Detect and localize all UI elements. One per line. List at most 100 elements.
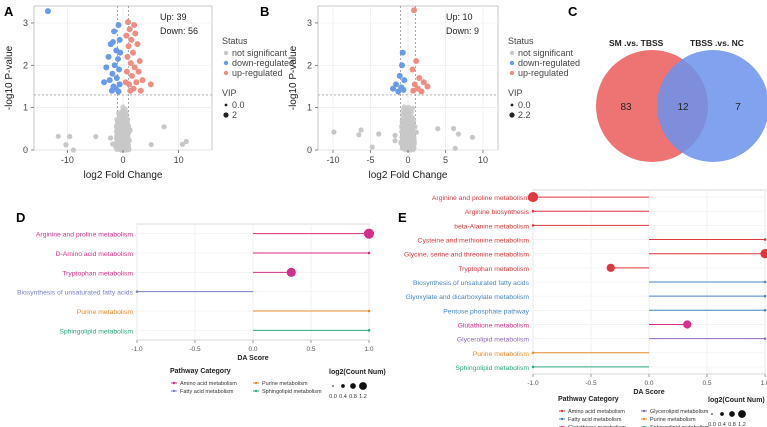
lollipop-e-row-label: Pentose phosphate pathway — [443, 308, 529, 315]
lollipop-e-group: Arginine and proline metabolism Arginine … — [404, 189, 767, 427]
volcano-b-xlabel: log2 Fold Change — [369, 170, 448, 181]
lollipop-d-legend-label: Fatty acid metabolism — [180, 389, 234, 395]
volcano-a-xtick-label: 10 — [174, 155, 184, 165]
volcano-a-point-up — [137, 87, 144, 94]
lollipop-e-legend-label: Sphingolipid metabolism — [650, 425, 710, 427]
volcano-b-xtick-label: 5 — [443, 155, 448, 165]
venn-both-count: 12 — [677, 102, 689, 113]
lollipop-e-legend-key-dot — [560, 417, 564, 421]
volcano-b-legend-status-label: not significant — [518, 48, 574, 58]
volcano-a-ytick-label: 0 — [23, 145, 28, 155]
volcano-b-point-ns — [376, 131, 382, 137]
volcano-b-point-ns — [392, 138, 398, 144]
volcano-a-ytick-label: 2 — [23, 60, 28, 70]
volcano-a-point-up — [134, 41, 141, 48]
lollipop-e-row-label: Tryptophan metabolism — [458, 266, 529, 273]
volcano-b-group: -10 -5 0 5 10 0 1 2 3 log2 Fold Change -log10 P-va… — [288, 5, 580, 181]
volcano-a-legend-vip-label: 2 — [232, 110, 237, 120]
volcano-a-legend-status-marker — [223, 50, 229, 56]
volcano-a-xlabel: log2 Fold Change — [84, 170, 163, 181]
lollipop-e-size-legend-dot — [720, 412, 724, 416]
volcano-b-legend-vip-marker — [509, 112, 515, 118]
volcano-b-legend-status-title: Status — [508, 36, 534, 46]
volcano-a-point-down — [101, 79, 108, 86]
volcano-b-legend-vip-label: 2.2 — [518, 110, 531, 120]
volcano-a-point-ns — [117, 126, 123, 132]
lollipop-d-legend-key-dot — [172, 389, 176, 393]
lollipop-e-legend-title: Pathway Category — [558, 396, 619, 403]
volcano-b-point-up — [411, 81, 418, 88]
volcano-b-point-up — [413, 58, 420, 65]
lollipop-d-size-legend-dot — [332, 385, 334, 387]
lollipop-d-point — [367, 251, 371, 255]
panel-letter-d: D — [16, 210, 25, 225]
volcano-a-point-up — [133, 79, 140, 86]
volcano-a-point-ns — [114, 142, 121, 149]
lollipop-d-point — [286, 267, 296, 277]
volcano-a-point-down — [115, 22, 122, 29]
volcano-b-xtick-label: 0 — [405, 155, 410, 165]
volcano-a-point-down — [116, 81, 123, 88]
lollipop-e-legend-label: Amino acid metabolism — [568, 409, 625, 415]
lollipop-e-point — [763, 309, 767, 312]
volcano-b-point-ns — [405, 130, 411, 137]
lollipop-e-legend-label: Glycerolipid metabolism — [650, 409, 709, 415]
volcano-a-point-up — [131, 64, 138, 71]
lollipop-d-point — [363, 228, 375, 239]
volcano-a-point-down — [103, 64, 110, 71]
volcano-a-point-down — [113, 75, 120, 81]
volcano-a-xtick-label: 0 — [120, 155, 125, 165]
volcano-a-point-up — [123, 32, 130, 39]
volcano-a-point-ns — [107, 135, 114, 141]
volcano-b-legend-status-label: up-regulated — [518, 68, 569, 78]
volcano-b-point-up — [410, 87, 417, 94]
lollipop-e-point — [760, 249, 767, 259]
lollipop-e-size-legend-title: log2(Count Num) — [708, 397, 765, 404]
lollipop-e-xlabel: DA Score — [633, 389, 664, 396]
volcano-b-point-ns — [435, 126, 441, 132]
lollipop-e-point — [763, 337, 767, 340]
venn-group: SM .vs. TBSS TBSS .vs. NC 83 12 7 — [596, 38, 767, 162]
lollipop-d-xtick-label: -1.0 — [131, 346, 143, 353]
volcano-a-point-up — [128, 36, 135, 43]
lollipop-e-point — [763, 238, 767, 241]
volcano-a-point-ns — [161, 124, 167, 130]
lollipop-e-row-label: Glutathione metabolism — [458, 322, 530, 329]
volcano-b-point-down — [390, 85, 396, 92]
volcano-b-legend-status-label: down-regulated — [518, 58, 580, 68]
panel-letter-e: E — [398, 210, 407, 225]
lollipop-d-row-label: Tryptophan metabolism — [62, 270, 133, 277]
volcano-b-point-ns — [399, 137, 406, 143]
lollipop-e-point — [763, 280, 767, 284]
volcano-a-point-ns — [63, 142, 69, 148]
volcano-b-legend-vip-label: 0.0 — [518, 100, 531, 110]
lollipop-e-point — [531, 224, 535, 227]
lollipop-d-row-label: D-Amino acid metabolism — [56, 251, 134, 258]
lollipop-d-xtick-label: 0.5 — [306, 346, 315, 353]
lollipop-d-legend-label: Amino acid metabolism — [180, 381, 237, 387]
volcano-a-legend-vip-marker — [224, 103, 228, 107]
volcano-b-legend-vip-marker — [510, 103, 514, 107]
volcano-a-legend-status-marker — [223, 70, 229, 76]
lollipop-e-legend-key-dot — [642, 417, 646, 421]
lollipop-d-xlabel: DA Score — [237, 355, 268, 362]
volcano-a-legend-status-label: down-regulated — [232, 58, 294, 68]
lollipop-e-xtick-label: -0.5 — [585, 380, 597, 387]
volcano-b-point-ns — [404, 146, 410, 153]
lollipop-d-xtick-label: 0.0 — [248, 346, 257, 353]
volcano-a-point-up — [136, 58, 143, 65]
lollipop-e-legend-key-dot — [642, 409, 646, 413]
volcano-b-point-ns — [450, 125, 457, 132]
lollipop-e-point — [527, 191, 539, 203]
lollipop-e-point — [763, 294, 767, 298]
venn-set-a-label: SM .vs. TBSS — [609, 38, 664, 48]
lollipop-d-group: Arginine and proline metabolism D-Amino a… — [17, 223, 386, 400]
venn-set-b-label: TBSS .vs. NC — [690, 38, 744, 48]
volcano-a-point-ns — [179, 141, 186, 147]
lollipop-e-size-legend-label: 0.4 — [718, 422, 726, 427]
lollipop-e-legend-label: Purine metabolism — [650, 417, 696, 423]
volcano-b-point-ns — [331, 129, 337, 135]
volcano-b-ytick-label: 3 — [307, 18, 312, 28]
lollipop-e-row-label: Purine metabolism — [473, 351, 530, 358]
volcano-a-point-up — [127, 87, 134, 94]
